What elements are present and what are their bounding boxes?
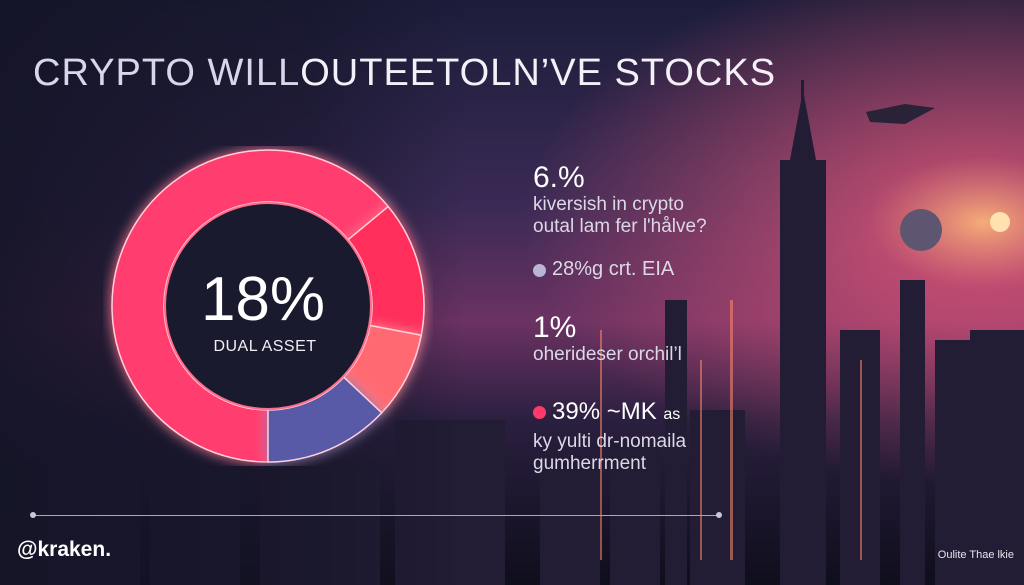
title-part-2: OUTEETOLN’VE STOCKS xyxy=(300,52,777,94)
footer-divider xyxy=(33,515,719,516)
title-part-1: CRYPTO WILL xyxy=(33,52,301,94)
stat-block-1: 6.% kiversish in crypto outal lam fer l'… xyxy=(533,162,707,238)
stat-2-line: 28%g crt. EIA xyxy=(552,258,675,280)
divider-dot-left xyxy=(30,512,36,518)
stat-block-4: 39% ~MK as ky yulti dr-nomaila gumherrme… xyxy=(533,396,686,475)
donut-chart-svg xyxy=(111,149,425,463)
divider-dot-right xyxy=(716,512,722,518)
brand-logo: @kraken. xyxy=(17,538,112,561)
stat-4-suffix: as xyxy=(663,406,681,423)
donut-hole xyxy=(164,202,372,410)
stat-4-line-1: ky yulti dr-nomaila xyxy=(533,431,687,452)
stat-4-dot xyxy=(533,406,546,420)
stat-4-value: 39% ~MK xyxy=(552,398,657,425)
donut-center-value: 18% xyxy=(200,265,326,334)
stat-4-line-2: gumherrment xyxy=(533,453,646,474)
stat-block-2: 28%g crt. EIA xyxy=(533,258,674,280)
stat-2-dot xyxy=(533,264,546,278)
stat-1-line-2: outal lam fer l'hålve? xyxy=(533,216,707,237)
donut-chart xyxy=(103,146,433,466)
page-title: CRYPTO WILLOUTEETOLN’VE STOCKS xyxy=(33,52,776,95)
stat-block-3: 1% oherideser orchil’l xyxy=(533,312,682,366)
stat-1-line-1: kiversish in crypto xyxy=(533,194,684,215)
donut-center-label: DUAL ASSET xyxy=(213,338,317,355)
footer-credit: Oulite Thae lkie xyxy=(937,549,1014,561)
stat-1-value: 6.% xyxy=(533,161,585,194)
stat-3-value: 1% xyxy=(533,311,577,344)
stat-3-line-1: oherideser orchil’l xyxy=(533,344,682,365)
